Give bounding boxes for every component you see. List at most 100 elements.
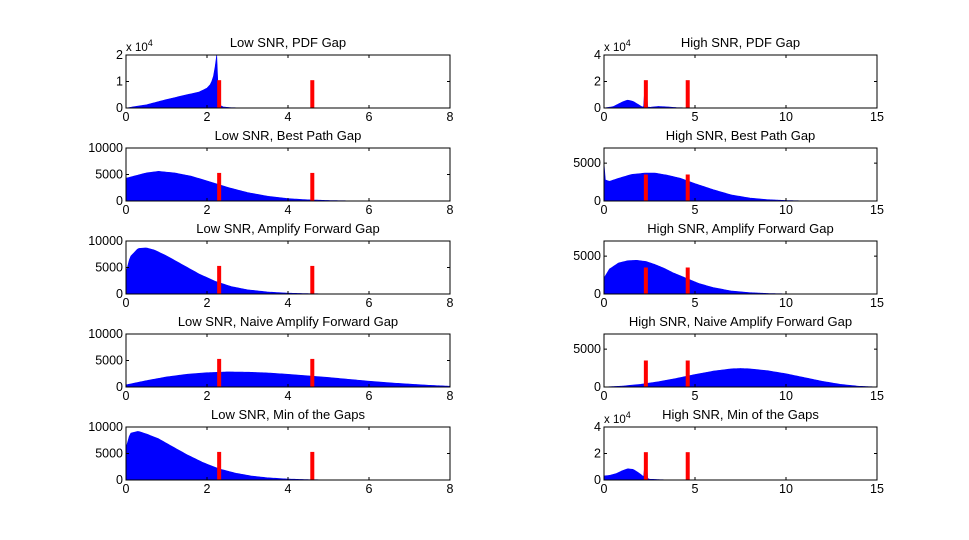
x-tick-label: 15: [870, 110, 884, 124]
subplot-title: Low SNR, Min of the Gaps: [211, 407, 365, 422]
x-tick-label: 5: [692, 296, 699, 310]
y-tick-label: 10000: [88, 234, 123, 248]
y-tick-label: 10000: [88, 327, 123, 341]
y-tick-label: 5000: [573, 342, 601, 356]
y-tick-label: 2: [594, 447, 601, 461]
x-tick-label: 8: [447, 296, 454, 310]
marker-line-1: [644, 80, 648, 108]
histogram-bars: [126, 248, 450, 294]
x-tick-label: 4: [285, 110, 292, 124]
y-tick-label: 1: [116, 75, 123, 89]
figure: Low SNR, PDF Gap0 2 4 6 8012 x 104Low SNR, Be…: [0, 0, 969, 540]
y-tick-label: 0: [594, 194, 601, 208]
x-tick-label: 5: [692, 203, 699, 217]
x-tick-label: 0: [123, 482, 130, 496]
subplot-title: High SNR, Naive Amplify Forward Gap: [629, 314, 852, 329]
marker-line-2: [310, 452, 314, 480]
y-tick-label: 0: [594, 101, 601, 115]
x-tick-label: 15: [870, 389, 884, 403]
subplot-8: High SNR, Amplify Forward Gap0 5 10 1505000: [573, 221, 884, 310]
y-tick-label: 5000: [95, 168, 123, 182]
y-tick-label: 0: [116, 473, 123, 487]
histogram-bars: [126, 55, 450, 108]
subplot-title: Low SNR, Amplify Forward Gap: [196, 221, 380, 236]
y-tick-label: 10000: [88, 420, 123, 434]
y-exponent-label: x 104: [126, 38, 153, 54]
marker-line-2: [686, 452, 690, 480]
x-tick-label: 0: [123, 110, 130, 124]
x-tick-label: 8: [447, 389, 454, 403]
marker-line-1: [644, 452, 648, 480]
y-tick-label: 10000: [88, 141, 123, 155]
subplot-9: High SNR, Naive Amplify Forward Gap 0 5 10 1…: [573, 314, 884, 403]
x-tick-label: 8: [447, 203, 454, 217]
x-tick-label: 4: [285, 296, 292, 310]
x-tick-label: 2: [204, 296, 211, 310]
x-tick-label: 8: [447, 482, 454, 496]
subplot-title: High SNR, Best Path Gap: [666, 128, 816, 143]
x-tick-label: 2: [204, 389, 211, 403]
x-tick-label: 2: [204, 203, 211, 217]
x-tick-label: 0: [601, 296, 608, 310]
x-tick-label: 2: [204, 482, 211, 496]
y-tick-label: 0: [594, 473, 601, 487]
marker-line-2: [686, 80, 690, 108]
x-tick-label: 6: [366, 296, 373, 310]
marker-line-1: [644, 361, 648, 388]
subplot-4: Low SNR, Naive Amplify Forward Gap 0 2 4 6 8 0…: [88, 314, 453, 403]
marker-line-2: [686, 268, 690, 295]
subplot-5: Low SNR, Min of the Gaps 0 2 4 6 8 0 5000 10000: [88, 407, 453, 496]
y-tick-label: 4: [594, 420, 601, 434]
y-tick-label: 2: [594, 75, 601, 89]
x-tick-label: 15: [870, 203, 884, 217]
x-tick-label: 6: [366, 110, 373, 124]
subplot-title: Low SNR, Naive Amplify Forward Gap: [178, 314, 398, 329]
y-tick-label: 5000: [95, 447, 123, 461]
y-tick-label: 2: [116, 48, 123, 62]
x-tick-label: 10: [779, 482, 793, 496]
marker-line-2: [686, 361, 690, 388]
marker-line-1: [217, 173, 221, 201]
x-tick-label: 5: [692, 482, 699, 496]
x-tick-label: 6: [366, 203, 373, 217]
subplot-6: High SNR, PDF Gap0 5 10 15024 x 104: [594, 35, 884, 124]
marker-line-1: [217, 452, 221, 480]
histogram-bars: [126, 431, 450, 480]
x-tick-label: 10: [779, 110, 793, 124]
marker-line-2: [310, 266, 314, 294]
subplot-title: Low SNR, PDF Gap: [230, 35, 346, 50]
y-tick-label: 5000: [573, 156, 601, 170]
marker-line-1: [644, 175, 648, 202]
y-tick-label: 0: [116, 101, 123, 115]
y-tick-label: 0: [116, 194, 123, 208]
subplot-title: Low SNR, Best Path Gap: [215, 128, 362, 143]
x-tick-label: 0: [601, 389, 608, 403]
x-tick-label: 10: [779, 296, 793, 310]
x-tick-label: 0: [601, 110, 608, 124]
histogram-bars: [126, 171, 450, 201]
marker-line-1: [644, 268, 648, 295]
subplot-2: Low SNR, Best Path Gap 0 2 4 6 8 0 5000 10000: [88, 128, 453, 217]
x-tick-label: 4: [285, 203, 292, 217]
subplot-3: Low SNR, Amplify Forward Gap 0 2 4 6 8 0 5000 10…: [88, 221, 453, 310]
y-tick-label: 5000: [95, 261, 123, 275]
x-tick-label: 4: [285, 389, 292, 403]
y-exponent-label: x 104: [604, 38, 631, 54]
x-tick-label: 5: [692, 110, 699, 124]
x-tick-label: 15: [870, 296, 884, 310]
x-tick-label: 5: [692, 389, 699, 403]
x-tick-label: 2: [204, 110, 211, 124]
y-tick-label: 5000: [573, 249, 601, 263]
x-tick-label: 4: [285, 482, 292, 496]
marker-line-2: [686, 175, 690, 202]
x-tick-label: 10: [779, 203, 793, 217]
marker-line-1: [217, 359, 221, 387]
y-tick-label: 0: [594, 287, 601, 301]
y-tick-label: 4: [594, 48, 601, 62]
x-tick-label: 0: [601, 203, 608, 217]
x-tick-label: 6: [366, 389, 373, 403]
x-tick-label: 15: [870, 482, 884, 496]
subplot-1: Low SNR, PDF Gap0 2 4 6 8012 x 104: [116, 35, 453, 124]
x-tick-label: 0: [123, 203, 130, 217]
x-tick-label: 6: [366, 482, 373, 496]
